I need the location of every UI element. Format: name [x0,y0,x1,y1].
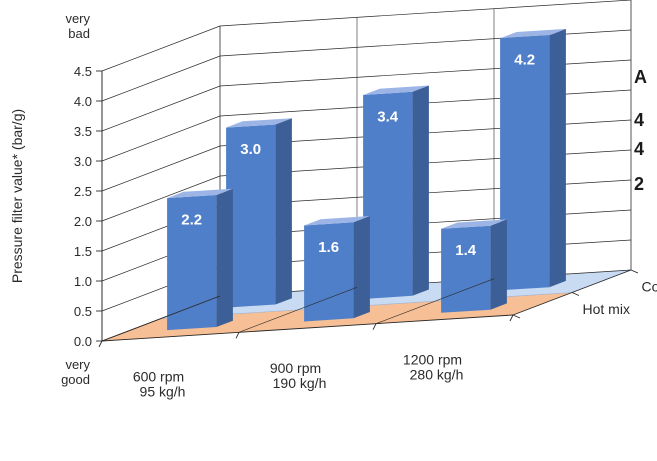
bar-side-face [275,118,292,304]
y-tick-label: 3.5 [74,124,92,139]
x-tick [236,332,239,338]
y-top-label: bad [68,26,90,41]
series-tick [572,293,579,296]
y-tick-label: 0.5 [74,304,92,319]
bar-side-face [412,86,429,296]
y-tick-label: 3.0 [74,154,92,169]
y-tick-label: 1.5 [74,244,92,259]
x-category-label: 900 rpm [270,360,321,376]
series-tick [631,270,638,273]
x-tick [99,341,102,347]
x-tick [510,315,513,321]
y-tick-label: 0.0 [74,334,92,349]
y-tick-label: 4.0 [74,94,92,109]
series-label: Hot mix [583,301,630,317]
y-top-label: very [65,11,90,26]
y-tick-label: 4.5 [74,64,92,79]
bar-value-label: 3.0 [240,141,261,158]
bars-group [167,29,566,330]
bar-value-label: 3.4 [377,108,399,125]
bar-hot-mix-1 [167,189,233,330]
bar-side-face [490,219,507,309]
cut-off-text: 4 [634,139,644,159]
y-axis-title: Pressure filter value* (bar/g) [9,109,25,283]
y-bottom-label: good [61,372,90,387]
x-category-label: 190 kg/h [273,375,327,391]
x-category-label: 95 kg/h [140,384,186,400]
bar-value-label: 1.4 [455,242,477,259]
y-tick-label: 2.0 [74,214,92,229]
cut-off-text: 2 [634,174,644,194]
x-category-label: 280 kg/h [410,366,464,382]
series-tick [513,315,520,318]
y-bottom-label: very [65,357,90,372]
y-tick-label: 1.0 [74,274,92,289]
bar-hot-mix-2 [304,216,370,322]
bar-front-face [500,35,549,290]
series-label: Cold mix [642,278,657,294]
x-category-label: 600 rpm [133,369,184,385]
bar-value-label: 4.2 [514,52,535,69]
x-tick [373,324,376,330]
bar-side-face [549,29,566,287]
x-category-label: 1200 rpm [403,351,462,367]
bar-front-face [441,226,490,313]
bar-side-face [353,216,370,318]
bar-value-label: 1.6 [318,239,339,256]
bar-value-label: 2.2 [181,212,202,229]
bar-front-face [304,222,353,321]
cut-off-text: 4 [634,110,644,130]
y-tick-label: 2.5 [74,184,92,199]
bar-side-face [216,189,233,327]
bar-hot-mix-3 [441,219,507,312]
cut-off-text: A [634,67,647,87]
